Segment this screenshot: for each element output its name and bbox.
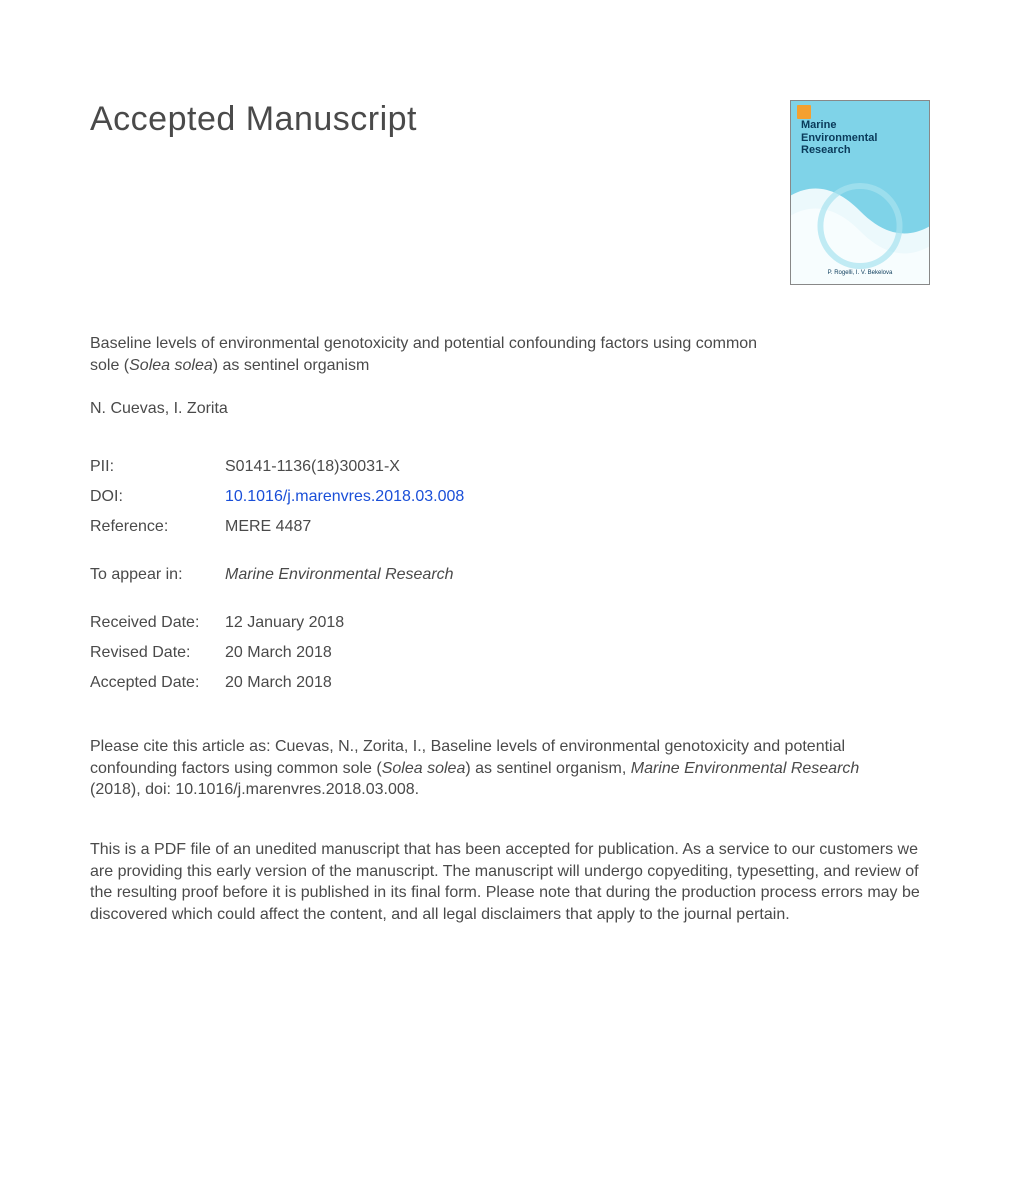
- header-row: Accepted Manuscript Marine Environmental…: [90, 100, 930, 285]
- meta-value-received: 12 January 2018: [225, 614, 344, 632]
- journal-cover-thumbnail: Marine Environmental Research P. Rogelli…: [790, 100, 930, 285]
- title-species: Solea solea: [129, 357, 213, 374]
- meta-value-revised: 20 March 2018: [225, 644, 332, 662]
- meta-row-received: Received Date: 12 January 2018: [90, 614, 930, 632]
- meta-value-pii: S0141-1136(18)30031-X: [225, 458, 400, 476]
- meta-row-pii: PII: S0141-1136(18)30031-X: [90, 458, 930, 476]
- meta-label: PII:: [90, 458, 225, 476]
- meta-row-appear: To appear in: Marine Environmental Resea…: [90, 566, 930, 584]
- citation-mid: ) as sentinel organism,: [465, 760, 630, 777]
- meta-value-appear: Marine Environmental Research: [225, 566, 454, 584]
- cover-line3: Research: [801, 144, 851, 156]
- meta-label: Received Date:: [90, 614, 225, 632]
- title-suffix: ) as sentinel organism: [213, 357, 370, 374]
- citation-species: Solea solea: [382, 760, 466, 777]
- citation-suffix: (2018), doi: 10.1016/j.marenvres.2018.03…: [90, 781, 419, 798]
- meta-value-accepted: 20 March 2018: [225, 674, 332, 692]
- meta-label: Reference:: [90, 518, 225, 536]
- citation-journal: Marine Environmental Research: [631, 760, 860, 777]
- metadata-table: PII: S0141-1136(18)30031-X DOI: 10.1016/…: [90, 458, 930, 692]
- meta-label: DOI:: [90, 488, 225, 506]
- page-heading: Accepted Manuscript: [90, 100, 417, 139]
- meta-label: Accepted Date:: [90, 674, 225, 692]
- cover-line2: Environmental: [801, 132, 877, 144]
- meta-row-reference: Reference: MERE 4487: [90, 518, 930, 536]
- disclaimer-text: This is a PDF file of an unedited manusc…: [90, 839, 920, 925]
- authors-line: N. Cuevas, I. Zorita: [90, 400, 930, 418]
- cover-line1: Marine: [801, 119, 836, 131]
- meta-row-revised: Revised Date: 20 March 2018: [90, 644, 930, 662]
- cover-footer-text: P. Rogelli, I. V. Bekelova: [791, 270, 929, 276]
- meta-label: Revised Date:: [90, 644, 225, 662]
- publisher-logo-icon: [797, 105, 811, 119]
- meta-row-doi: DOI: 10.1016/j.marenvres.2018.03.008: [90, 488, 930, 506]
- meta-row-accepted: Accepted Date: 20 March 2018: [90, 674, 930, 692]
- meta-label: To appear in:: [90, 566, 225, 584]
- article-title: Baseline levels of environmental genotox…: [90, 333, 790, 376]
- cover-journal-name: Marine Environmental Research: [801, 119, 877, 157]
- citation-block: Please cite this article as: Cuevas, N.,…: [90, 736, 870, 801]
- doi-link[interactable]: 10.1016/j.marenvres.2018.03.008: [225, 488, 464, 506]
- meta-value-reference: MERE 4487: [225, 518, 311, 536]
- cover-wave-icon: [790, 171, 930, 285]
